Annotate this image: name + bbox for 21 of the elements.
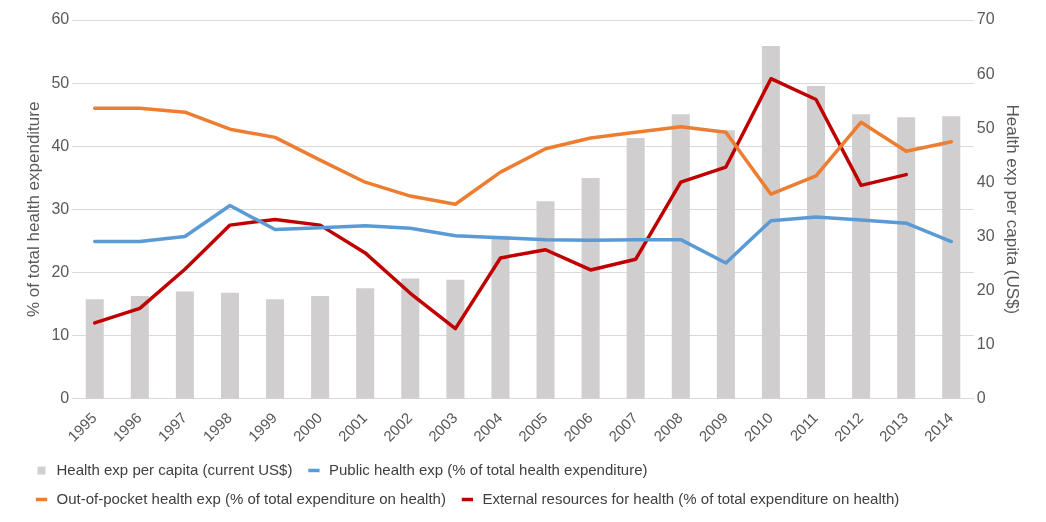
- y-tick-label: 20: [51, 262, 70, 280]
- y-tick-label: 30: [51, 199, 70, 217]
- y2-tick-label: 30: [976, 226, 995, 244]
- legend-label: Public health exp (% of total health expenditure): [328, 460, 648, 478]
- y2-tick-label: 0: [976, 389, 986, 407]
- y-tick-label: 40: [51, 136, 70, 154]
- y-tick-label: 0: [60, 389, 70, 407]
- y-tick-label: 10: [51, 325, 70, 343]
- y2-tick-label: 10: [976, 334, 995, 352]
- y2-tick-label: 20: [976, 280, 995, 298]
- y-axis-title: % of total health expenditure: [23, 101, 43, 318]
- y2-axis-title: Health exp per capita (US$): [1003, 104, 1023, 315]
- y-tick-label: 60: [51, 10, 70, 28]
- y2-tick-label: 70: [976, 10, 995, 28]
- y2-tick-label: 50: [976, 118, 995, 136]
- y2-tick-label: 60: [976, 64, 995, 82]
- legend-label: Health exp per capita (current US$): [56, 460, 293, 478]
- y-tick-label: 50: [51, 73, 70, 91]
- y2-tick-label: 40: [976, 172, 995, 190]
- legend-label: Out-of-pocket health exp (% of total expenditure on health): [56, 489, 446, 507]
- legend-label: External resources for health (% of total expenditure on health): [482, 489, 900, 507]
